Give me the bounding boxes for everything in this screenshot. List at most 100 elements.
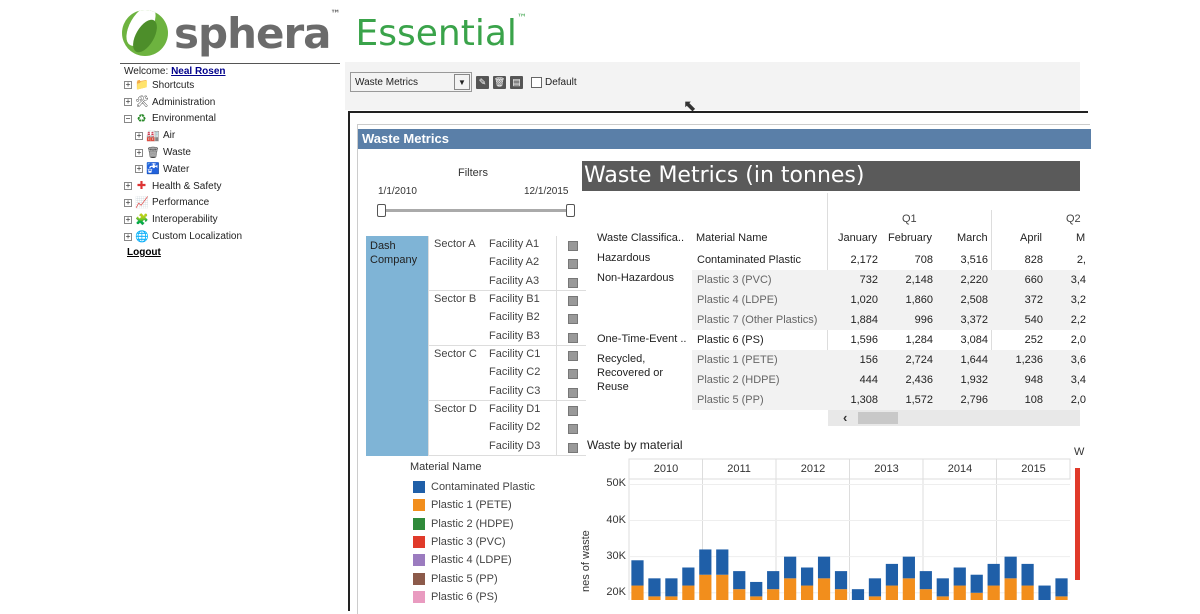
welcome-label: Welcome: [124,66,169,77]
table-row: Plastic 7 (Other Plastics) 1,884 996 3,372 5… [692,310,1086,330]
dashboard-canvas: Waste Metrics [357,124,1091,614]
value-cell: 1,236 [1015,354,1043,366]
slider-start-handle[interactable] [377,204,386,217]
facility-checkbox[interactable] [568,406,578,416]
column-header-classification[interactable]: Waste Classifica.. [597,232,685,244]
chevron-down-icon[interactable]: ▼ [454,74,470,90]
table-row: Plastic 4 (LDPE) 1,020 1,860 2,508 372 3,2 [692,290,1086,310]
value-cell: 2,508 [960,294,988,306]
facility-label[interactable]: Facility C2 [489,366,541,379]
globe-icon: 🌐 [135,230,149,243]
legend-label: Plastic 6 (PS) [431,590,498,603]
legend-item[interactable]: Plastic 4 (LDPE) [413,551,535,569]
sidebar-item-custom-localization[interactable]: + 🌐 Custom Localization [120,228,340,245]
facility-checkbox[interactable] [568,424,578,435]
facility-checkbox[interactable] [568,332,578,343]
legend-item[interactable]: Plastic 5 (PP) [413,569,535,587]
edit-icon[interactable]: ✎ [476,75,489,89]
facility-label[interactable]: Facility B1 [489,293,540,305]
facility-label[interactable]: Facility D3 [489,439,541,452]
y-tick-label: 20K [606,585,626,598]
expand-icon[interactable]: + [135,147,143,157]
sphera-logo-mark [122,10,168,56]
sidebar-item-water[interactable]: + 🚰 Water [120,161,340,178]
expand-icon[interactable]: + [124,80,132,90]
facility-label[interactable]: Facility B3 [489,329,540,342]
legend-item[interactable]: Contaminated Plastic [413,478,535,496]
legend-label: Contaminated Plastic [431,481,535,494]
expand-icon[interactable]: + [135,164,143,174]
range-end: 12/1/2015 [524,186,569,197]
expand-icon[interactable]: + [124,214,132,224]
default-checkbox[interactable] [531,76,542,88]
sidebar-item-environmental[interactable]: − ♻ Environmental [120,111,340,128]
column-header-month: April [1020,232,1043,244]
sidebar-item-label: Health & Safety [152,180,222,192]
y-tick-label: 40K [606,513,626,526]
sidebar-item-air[interactable]: + 🏭 Air [120,127,340,144]
company-cell[interactable]: Dash Company [366,236,428,456]
facility-checkbox[interactable] [568,296,578,306]
value-cell: 2,172 [850,254,878,266]
recycle-icon: ♻ [136,112,147,125]
sector-label[interactable]: Sector D [434,403,477,415]
sector-label[interactable]: Sector B [434,293,477,305]
value-cell: 3,6 [1070,354,1086,366]
facility-checkbox[interactable] [568,351,578,361]
legend-item[interactable]: Plastic 1 (PETE) [413,496,535,514]
facility-checkbox[interactable] [568,387,578,398]
cropped-chart-bar [1075,468,1080,580]
material-legend: Contaminated Plastic Plastic 1 (PETE) Plas… [413,478,535,606]
facility-label[interactable]: Facility D1 [489,403,541,415]
legend-item[interactable]: Plastic 2 (HDPE) [413,515,535,533]
expand-icon[interactable]: + [124,231,132,241]
legend-item[interactable]: Plastic 3 (PVC) [413,533,535,551]
expand-icon[interactable]: − [124,113,132,123]
range-start: 1/1/2010 [378,186,417,197]
y-tick-label: 30K [606,549,626,562]
expand-icon[interactable]: + [124,181,132,191]
facility-label[interactable]: Facility A3 [489,274,540,287]
sector-label[interactable]: Sector A [434,238,476,250]
year-label: 2014 [947,463,973,475]
facility-checkbox[interactable] [568,241,578,251]
sidebar-item-shortcuts[interactable]: + 📁 Shortcuts [120,77,340,94]
facility-label[interactable]: Facility A2 [489,256,540,269]
legend-item[interactable]: Plastic 6 (PS) [413,588,535,606]
copy-icon[interactable]: ▤ [510,75,523,89]
logout-link[interactable]: Logout [127,246,161,258]
expand-icon[interactable]: + [124,197,132,207]
sidebar-item-waste[interactable]: + 🗑 Waste [120,144,340,161]
date-range-slider[interactable] [380,209,570,212]
scroll-thumb[interactable] [858,412,898,424]
sidebar-item-health-safety[interactable]: + ✚ Health & Safety [120,178,340,195]
chart-title: Waste by material [587,438,683,452]
dashboard-select[interactable]: Waste Metrics ▼ [350,72,472,92]
expand-icon[interactable]: + [135,130,143,140]
facility-checkbox[interactable] [568,314,578,325]
sidebar-item-performance[interactable]: + 📈 Performance [120,195,340,212]
facility-label[interactable]: Facility B2 [489,311,540,324]
table-row: Plastic 6 (PS) 1,596 1,284 3,084 252 2,0 [590,330,1086,350]
column-header-material[interactable]: Material Name [696,232,768,244]
sector-label[interactable]: Sector C [434,348,477,360]
logo-product: Essential™ [355,12,527,54]
facility-label[interactable]: Facility C1 [489,348,541,360]
slider-end-handle[interactable] [566,204,575,217]
facility-label[interactable]: Facility A1 [489,238,540,250]
delete-icon[interactable]: 🗑 [493,75,506,89]
facility-checkbox[interactable] [568,277,578,288]
value-cell: 3,4 [1070,274,1086,286]
material-cell: Plastic 3 (PVC) [697,274,772,286]
user-name-link[interactable]: Neal Rosen [171,66,226,77]
chevron-left-icon[interactable]: ‹ [843,410,848,425]
facility-checkbox[interactable] [568,259,578,270]
facility-label[interactable]: Facility C3 [489,384,541,397]
sidebar-item-administration[interactable]: + 🛠 Administration [120,94,340,111]
sidebar-item-interoperability[interactable]: + 🧩 Interoperability [120,211,340,228]
expand-icon[interactable]: + [124,97,132,107]
facility-checkbox[interactable] [568,442,578,453]
facility-checkbox[interactable] [568,369,578,380]
facility-label[interactable]: Facility D2 [489,421,541,434]
column-header-month: March [957,232,988,244]
